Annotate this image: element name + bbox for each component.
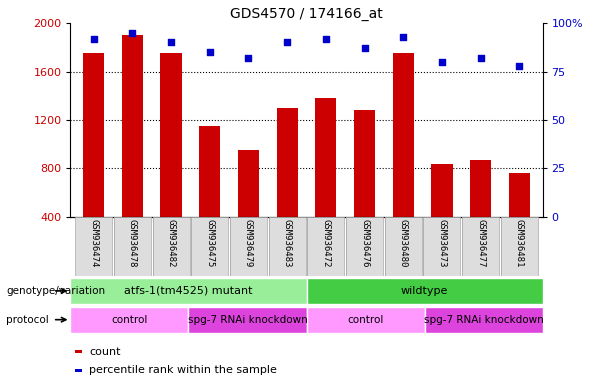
Text: GSM936483: GSM936483 bbox=[283, 219, 292, 268]
Point bbox=[476, 55, 485, 61]
Bar bbox=[424, 307, 543, 333]
Text: genotype/variation: genotype/variation bbox=[6, 286, 105, 296]
Point bbox=[205, 49, 215, 55]
Bar bbox=[384, 217, 422, 276]
Point bbox=[282, 40, 292, 46]
Bar bbox=[509, 173, 530, 217]
Bar bbox=[114, 217, 151, 276]
Point bbox=[398, 33, 408, 40]
Bar bbox=[191, 217, 229, 276]
Text: spg-7 RNAi knockdown: spg-7 RNAi knockdown bbox=[424, 314, 543, 325]
Bar bbox=[153, 217, 189, 276]
Text: GSM936475: GSM936475 bbox=[205, 219, 215, 268]
Bar bbox=[306, 307, 424, 333]
Bar bbox=[83, 53, 104, 217]
Point bbox=[437, 59, 447, 65]
Point bbox=[514, 63, 524, 69]
Bar bbox=[75, 217, 112, 276]
Bar bbox=[268, 217, 306, 276]
Bar bbox=[424, 217, 460, 276]
Bar bbox=[75, 350, 82, 353]
Bar bbox=[307, 217, 345, 276]
Point bbox=[128, 30, 137, 36]
Text: count: count bbox=[89, 346, 121, 357]
Text: wildtype: wildtype bbox=[401, 286, 448, 296]
Point bbox=[89, 35, 99, 41]
Text: control: control bbox=[348, 314, 384, 325]
Bar bbox=[230, 217, 267, 276]
Text: GSM936472: GSM936472 bbox=[321, 219, 330, 268]
Text: GSM936481: GSM936481 bbox=[515, 219, 524, 268]
Title: GDS4570 / 174166_at: GDS4570 / 174166_at bbox=[230, 7, 383, 21]
Bar bbox=[306, 278, 543, 304]
Bar bbox=[199, 126, 221, 217]
Bar bbox=[276, 108, 298, 217]
Bar bbox=[161, 53, 181, 217]
Text: GSM936478: GSM936478 bbox=[128, 219, 137, 268]
Bar bbox=[432, 164, 452, 217]
Bar bbox=[75, 369, 82, 372]
Point bbox=[360, 45, 370, 51]
Bar bbox=[346, 217, 383, 276]
Bar bbox=[354, 110, 375, 217]
Text: spg-7 RNAi knockdown: spg-7 RNAi knockdown bbox=[188, 314, 307, 325]
Bar bbox=[315, 98, 337, 217]
Bar bbox=[189, 307, 306, 333]
Text: GSM936479: GSM936479 bbox=[244, 219, 253, 268]
Bar bbox=[392, 53, 414, 217]
Point bbox=[321, 35, 331, 41]
Text: GSM936474: GSM936474 bbox=[89, 219, 98, 268]
Text: protocol: protocol bbox=[6, 314, 49, 325]
Bar bbox=[238, 150, 259, 217]
Bar bbox=[122, 35, 143, 217]
Text: GSM936477: GSM936477 bbox=[476, 219, 485, 268]
Bar bbox=[70, 278, 306, 304]
Text: atfs-1(tm4525) mutant: atfs-1(tm4525) mutant bbox=[124, 286, 253, 296]
Text: GSM936480: GSM936480 bbox=[398, 219, 408, 268]
Point bbox=[243, 55, 253, 61]
Bar bbox=[470, 160, 491, 217]
Text: percentile rank within the sample: percentile rank within the sample bbox=[89, 365, 277, 375]
Bar bbox=[70, 307, 189, 333]
Text: GSM936473: GSM936473 bbox=[438, 219, 446, 268]
Text: GSM936482: GSM936482 bbox=[167, 219, 175, 268]
Bar bbox=[462, 217, 499, 276]
Bar bbox=[501, 217, 538, 276]
Point bbox=[166, 40, 176, 46]
Text: GSM936476: GSM936476 bbox=[360, 219, 369, 268]
Text: control: control bbox=[112, 314, 148, 325]
